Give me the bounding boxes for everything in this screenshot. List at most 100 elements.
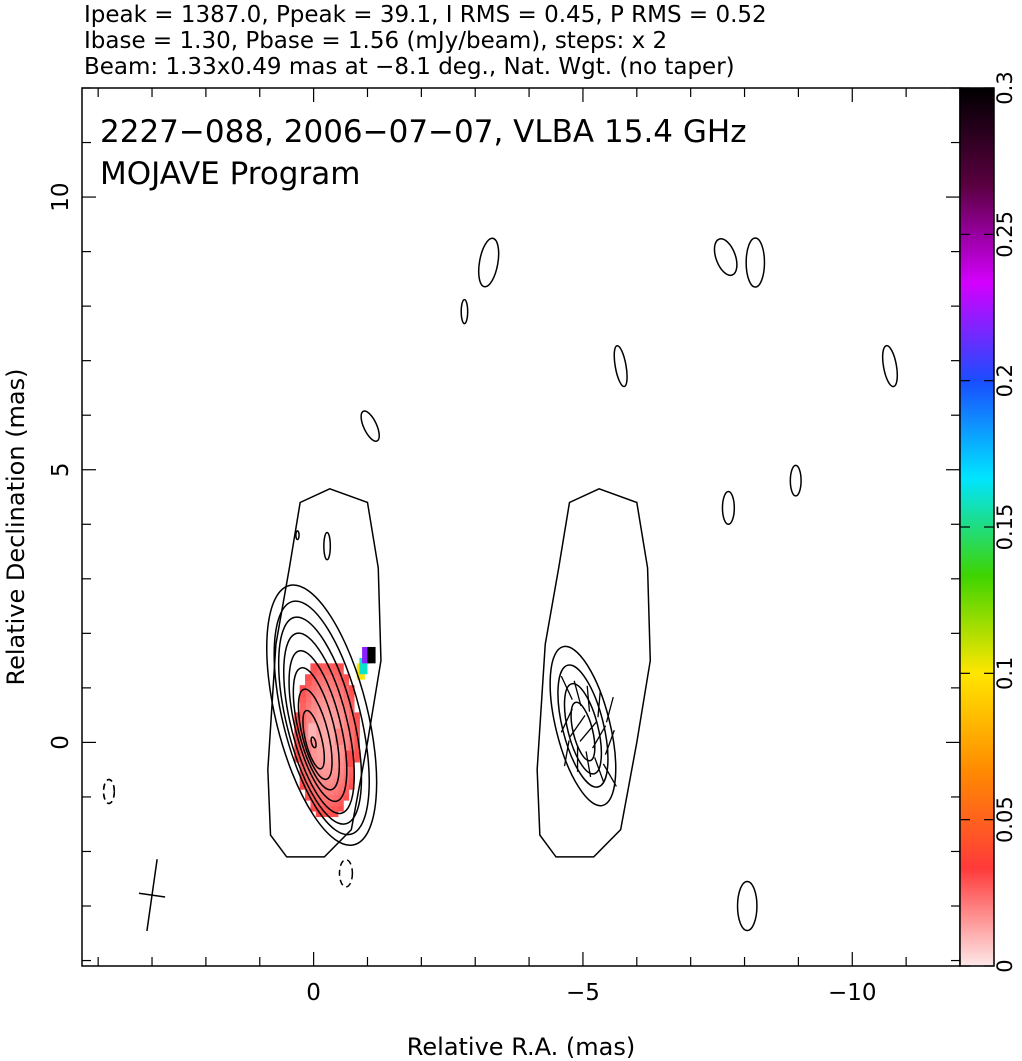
polarization-pixel: [331, 761, 339, 768]
noise-contour: [789, 464, 802, 497]
polarization-pixel: [348, 701, 355, 708]
polarization-pixel: [362, 646, 371, 664]
polarization-pixel: [315, 674, 323, 681]
polarization-pixel: [331, 674, 339, 681]
polarization-pixel: [348, 717, 355, 725]
intensity-contour: [283, 632, 355, 815]
polarization-pixel: [299, 701, 307, 708]
polarization-pixel: [310, 788, 317, 796]
y-tick-label: 10: [48, 182, 74, 211]
polarization-pixel: [310, 701, 317, 708]
polarization-pixel: [310, 717, 317, 725]
negative-contour: [338, 858, 354, 888]
evpa-tick: [563, 740, 570, 767]
evpa-tick: [585, 751, 592, 778]
header-line-1: Ipeak = 1387.0, Ppeak = 39.1, I RMS = 0.…: [84, 2, 767, 28]
polarization-pixel: [331, 788, 339, 796]
colorbar-tick-label: 0: [993, 959, 1017, 972]
polarization-pixel: [331, 745, 339, 752]
colorbar-tick-label: 0.1: [993, 657, 1017, 690]
polarization-pixel: [310, 706, 317, 714]
polarization-pixel: [348, 745, 355, 752]
polarization-pixel: [337, 668, 344, 676]
polarization-pixel: [326, 756, 333, 763]
polarization-pixel: [348, 690, 355, 698]
polarization-pixel: [299, 706, 307, 714]
polarization-pixel: [326, 668, 333, 676]
polarization-pixel: [342, 728, 350, 736]
noise-contour: [721, 490, 736, 526]
polarization-pixel: [326, 805, 333, 812]
polarization-pixel: [326, 696, 333, 703]
polarization-pixel: [310, 756, 317, 763]
polarization-pixel: [305, 756, 312, 763]
polarization-pixel: [326, 679, 333, 687]
polarization-pixel: [337, 685, 344, 692]
negative-contour: [102, 778, 116, 805]
polarization-pixel: [348, 772, 355, 779]
polarization-pixel: [310, 766, 317, 774]
header-line-3: Beam: 1.33x0.49 mas at −8.1 deg., Nat. W…: [84, 54, 735, 80]
polarization-pixel: [321, 701, 328, 708]
polarization-pixel: [326, 777, 333, 785]
polarization-pixel: [337, 750, 344, 758]
polarization-pixel: [337, 663, 344, 670]
polarization-contour: [570, 701, 596, 762]
evpa-tick: [560, 708, 573, 733]
polarization-pixel: [353, 745, 360, 752]
polarization-pixel: [315, 745, 323, 752]
intensity-contour: [302, 709, 326, 770]
polarization-pixel: [348, 723, 355, 730]
polarization-pixel: [348, 777, 355, 785]
polarization-pixel: [305, 696, 312, 703]
polarization-pixel: [337, 690, 344, 698]
polarization-pixel: [337, 712, 344, 719]
polarization-pixel: [321, 739, 328, 747]
polarization-pixel: [315, 723, 323, 730]
polarization-pixel: [315, 810, 323, 818]
x-tick-label: −10: [828, 980, 877, 1006]
polarization-pixel: [305, 794, 312, 801]
noise-contour: [613, 344, 628, 388]
intensity-contour: [266, 584, 378, 847]
polarization-pixel: [342, 690, 350, 698]
polarization-pixel: [331, 794, 339, 801]
beam-minor-axis: [138, 892, 166, 898]
polarization-pixel: [310, 745, 317, 752]
polarization-pixel: [342, 706, 350, 714]
colorbar-tick-label: 0.15: [993, 504, 1017, 551]
intensity-contour: [288, 649, 348, 803]
polarization-pixel: [315, 706, 323, 714]
noise-contour: [460, 298, 469, 325]
polarization-pixel: [315, 788, 323, 796]
polarization-pixel: [331, 799, 339, 807]
plot-frame: [81, 87, 961, 967]
polarization-pixel: [321, 712, 328, 719]
polarization-pixel: [337, 788, 344, 796]
polarization-pixel: [299, 728, 307, 736]
polarization-pixel: [321, 663, 328, 670]
polarization-pixel: [321, 794, 328, 801]
polarization-pixel: [331, 712, 339, 719]
polarization-pixel: [326, 745, 333, 752]
polarization-pixel: [337, 679, 344, 687]
polarization-pixel: [331, 766, 339, 774]
polarization-pixel: [331, 690, 339, 698]
polarization-pixel: [331, 777, 339, 785]
polarization-pixel: [310, 777, 317, 785]
polarization-pixel: [305, 701, 312, 708]
polarization-pixel: [321, 766, 328, 774]
intensity-contour: [277, 616, 363, 825]
x-axis-label: Relative R.A. (mas): [407, 1033, 635, 1061]
colorbar-tick-label: 0.05: [993, 796, 1017, 843]
polarization-pixel: [310, 690, 317, 698]
polarization-pixel: [342, 794, 350, 801]
polarization-pixel: [326, 701, 333, 708]
polarization-pixel: [326, 663, 333, 670]
polarization-pixel: [321, 734, 328, 741]
intensity-contour: [323, 531, 332, 561]
polarization-pixel: [348, 783, 355, 790]
polarization-pixel: [321, 799, 328, 807]
polarization-pixel: [305, 772, 312, 779]
evpa-tick: [594, 757, 605, 783]
